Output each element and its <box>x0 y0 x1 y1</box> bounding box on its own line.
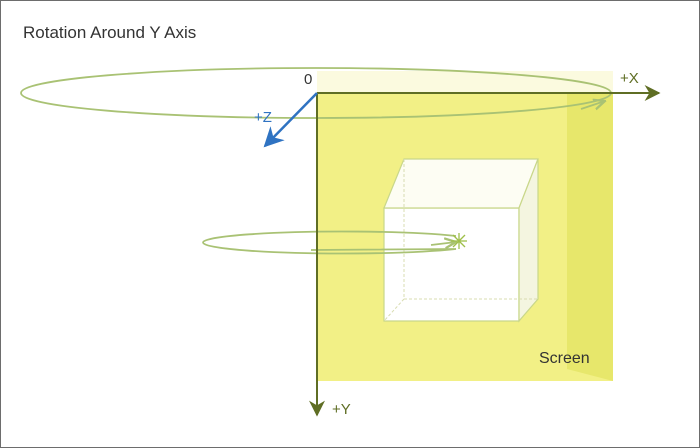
rotation-center-marker <box>451 233 467 249</box>
y-axis-label: +Y <box>332 401 351 418</box>
inner-rotation-arrowhead <box>430 242 456 245</box>
x-axis-label: +X <box>620 70 639 87</box>
screen-top-band <box>317 71 613 93</box>
diagram-title: Rotation Around Y Axis <box>23 23 196 42</box>
z-axis-label: +Z <box>254 109 272 126</box>
origin-label: 0 <box>304 71 312 88</box>
inner-rotation-ring <box>202 230 457 255</box>
cube <box>383 158 539 323</box>
outer-rotation-arrowhead <box>580 101 605 109</box>
screen-label: Screen <box>539 350 590 367</box>
z-axis <box>263 92 318 148</box>
screen-edge-highlight <box>567 93 613 381</box>
